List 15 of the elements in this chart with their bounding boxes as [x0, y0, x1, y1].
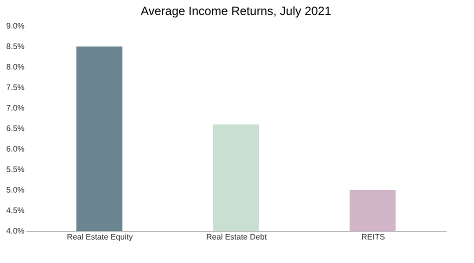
y-tick-label: 9.0% — [6, 22, 24, 30]
y-tick-label: 7.0% — [6, 104, 24, 112]
y-tick-label: 4.5% — [6, 206, 24, 215]
y-tick-label: 5.0% — [6, 186, 24, 194]
y-tick-label: 6.5% — [6, 124, 24, 133]
y-tick-label: 7.5% — [6, 83, 24, 92]
y-tick-label: 4.0% — [6, 226, 24, 236]
x-tick-label: Real Estate Debt — [206, 232, 268, 242]
y-tick-label: 5.5% — [6, 165, 24, 174]
y-tick-label: 6.0% — [6, 144, 24, 154]
chart-title: Average Income Returns, July 2021 — [140, 4, 332, 18]
y-tick-label: 8.0% — [6, 62, 24, 72]
y-tick-label: 8.5% — [6, 42, 24, 51]
x-tick-label: Real Estate Equity — [66, 232, 133, 242]
x-tick-label: REITS — [361, 232, 385, 242]
